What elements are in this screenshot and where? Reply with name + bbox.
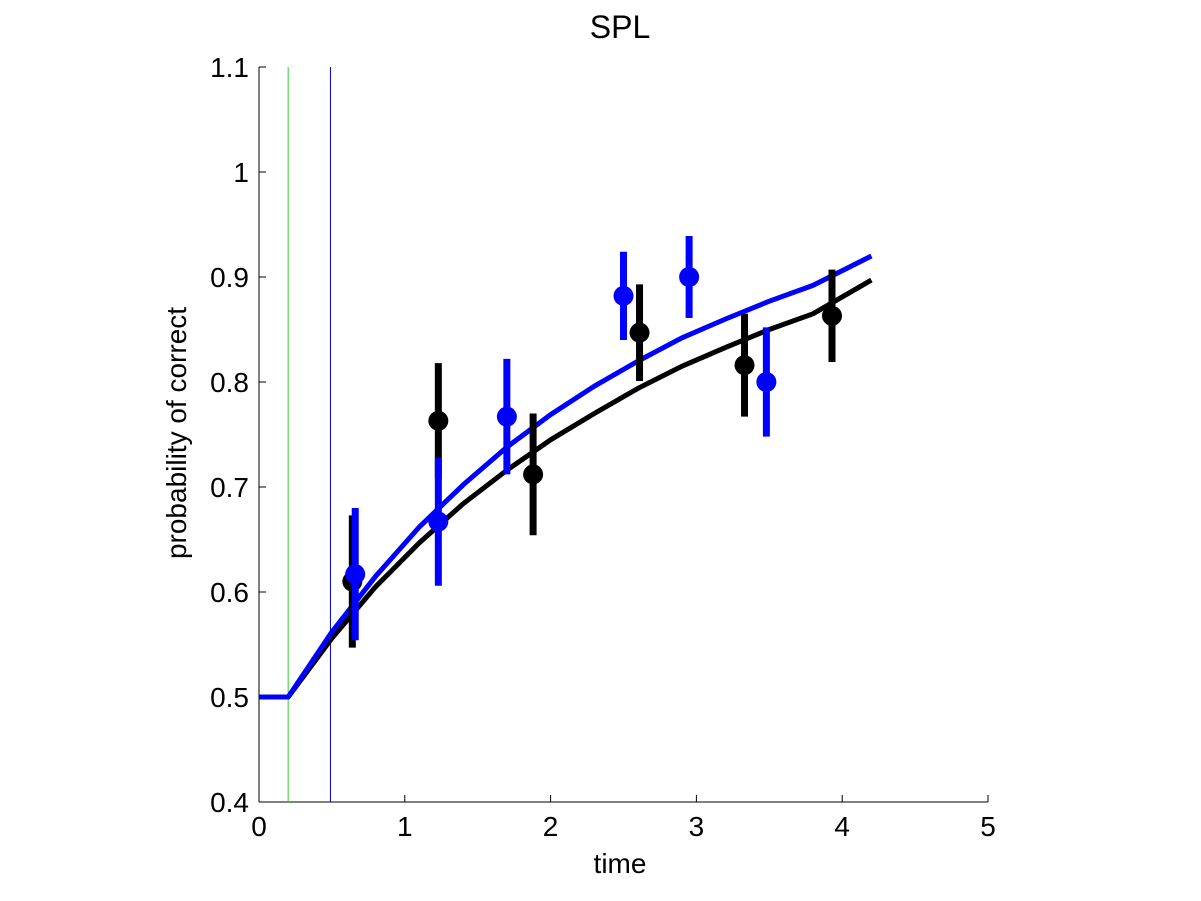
data-point <box>496 406 517 427</box>
x-tick-label: 0 <box>251 811 267 842</box>
chart-title: SPL <box>590 9 650 45</box>
data-point <box>679 267 700 287</box>
data-point <box>629 322 650 343</box>
x-tick-label: 3 <box>689 811 705 842</box>
fit-curve <box>259 253 873 700</box>
data-point <box>428 511 449 532</box>
data-point <box>428 410 449 431</box>
x-tick-label: 2 <box>543 811 559 842</box>
fit-curve <box>259 277 873 700</box>
axes: 0 1 2 3 4 5 0.4 0.5 0.6 0.7 0.8 0.9 1 1.1 <box>210 52 996 842</box>
data-point <box>613 285 634 306</box>
x-tick-label: 5 <box>980 811 996 842</box>
data-point <box>821 305 842 326</box>
x-tick-label: 4 <box>834 811 850 842</box>
y-tick-label: 0.8 <box>210 367 249 398</box>
x-axis-label: time <box>594 848 647 879</box>
data-point <box>734 355 755 376</box>
vertical-markers <box>287 67 331 802</box>
y-tick-label: 1 <box>233 157 249 188</box>
fit-curves <box>259 253 873 700</box>
y-tick-label: 0.7 <box>210 472 249 503</box>
data-point <box>523 464 544 485</box>
data-point <box>345 564 366 585</box>
data-point <box>756 372 777 392</box>
y-tick-label: 0.5 <box>210 682 249 713</box>
y-tick-label: 1.1 <box>210 52 249 83</box>
x-tick-label: 1 <box>397 811 413 842</box>
y-tick-label: 0.9 <box>210 262 249 293</box>
y-axis-label: probability of correct <box>161 307 192 559</box>
data-points <box>342 236 842 648</box>
y-tick-label: 0.6 <box>210 577 249 608</box>
y-tick-label: 0.4 <box>210 787 249 818</box>
